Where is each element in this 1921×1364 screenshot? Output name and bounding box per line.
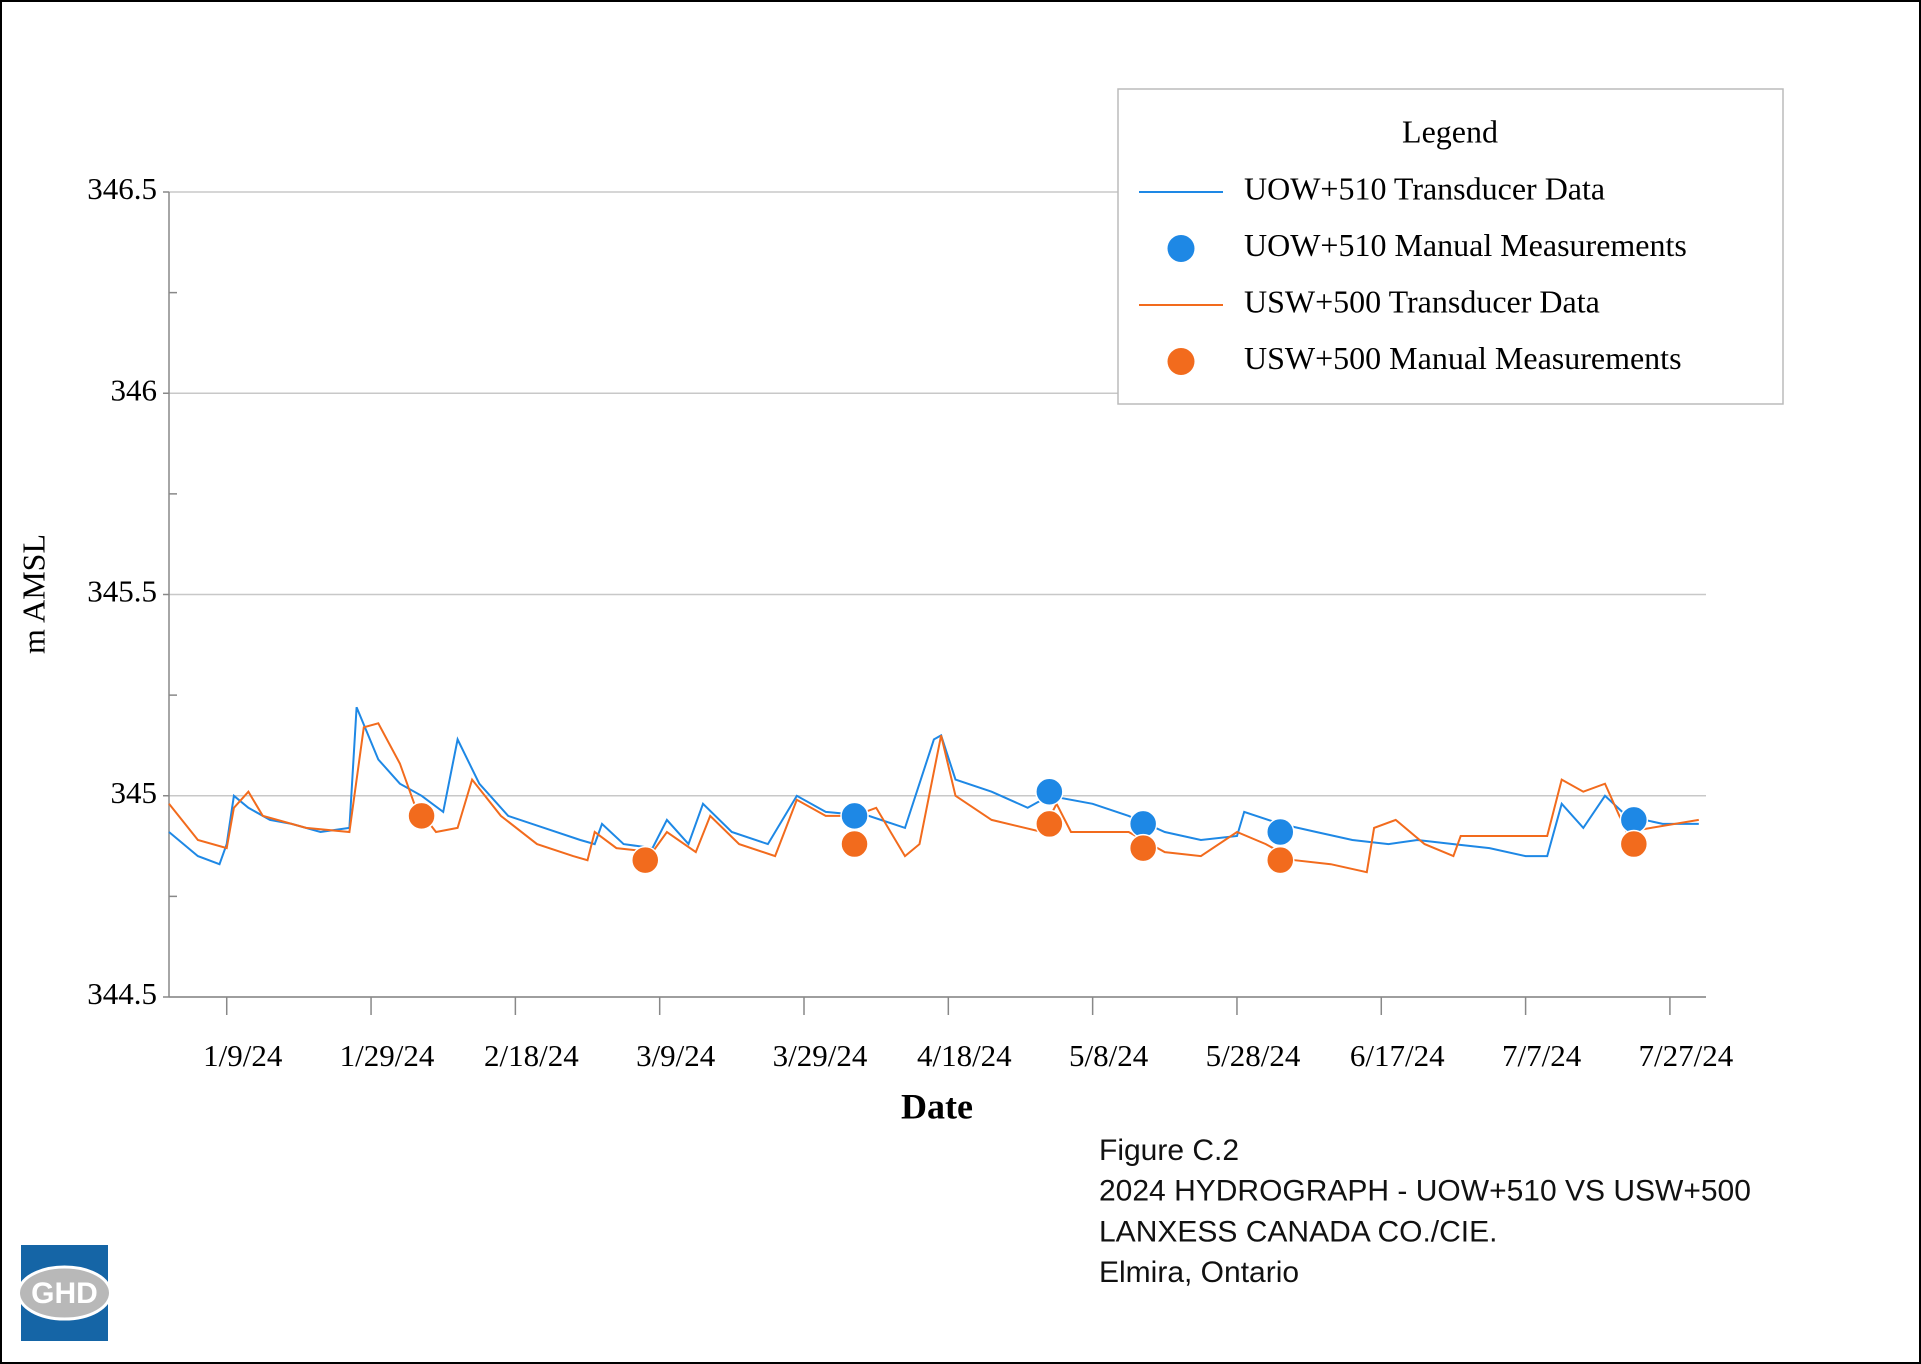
x-tick-label: 3/29/24 (773, 1038, 868, 1073)
caption-line: LANXESS CANADA CO./CIE. (1099, 1215, 1497, 1248)
data-point (631, 845, 660, 875)
x-tick-label: 1/29/24 (340, 1038, 435, 1073)
data-point (1619, 829, 1649, 859)
caption-line: 2024 HYDROGRAPH - UOW+510 VS USW+500 (1099, 1175, 1751, 1208)
legend-label: UOW+510 Transducer Data (1244, 170, 1605, 206)
x-tick-label: 1/9/24 (203, 1038, 283, 1073)
data-point (407, 801, 436, 831)
data-point (840, 829, 869, 859)
legend-title: Legend (1402, 113, 1498, 149)
legend-label: UOW+510 Manual Measurements (1244, 227, 1687, 263)
y-tick-label: 344.5 (87, 976, 157, 1011)
logo-oval (17, 1265, 112, 1321)
legend-label: USW+500 Manual Measurements (1244, 340, 1682, 376)
y-tick-label: 346.5 (87, 171, 157, 206)
x-tick-label: 6/17/24 (1350, 1038, 1445, 1073)
y-tick-label: 345.5 (87, 574, 157, 609)
legend-label: USW+500 Transducer Data (1244, 283, 1600, 319)
x-tick-label: 7/7/24 (1502, 1038, 1582, 1073)
data-point (1128, 833, 1158, 863)
logo-text: GHD (31, 1277, 98, 1310)
caption: Figure C.2 2024 HYDROGRAPH - UOW+510 VS U… (1099, 1134, 1751, 1289)
y-tick-label: 346 (111, 372, 158, 407)
data-point (1266, 817, 1295, 847)
data-point (1128, 809, 1158, 839)
data-point (1266, 845, 1295, 875)
caption-line: Elmira, Ontario (1099, 1256, 1299, 1289)
x-tick-label: 4/18/24 (917, 1038, 1012, 1073)
legend-box (1117, 88, 1784, 405)
x-tick-label: 7/27/24 (1639, 1038, 1734, 1073)
legend-marker (1167, 348, 1195, 375)
y-axis-title: m AMSL (15, 534, 51, 654)
data-point (1619, 805, 1649, 835)
data-point (1035, 777, 1064, 806)
x-tick-label: 3/9/24 (636, 1038, 716, 1073)
x-tick-label: 2/18/24 (484, 1038, 579, 1073)
x-tick-label: 5/8/24 (1069, 1038, 1149, 1073)
series-line (168, 722, 1699, 874)
legend-marker (1167, 235, 1195, 262)
plot-area: 344.5 345 345.5 346 346.5 1/9/24 1/29/24 2/18/2… (87, 171, 1734, 1073)
legend: UOW+510 Transducer Data UOW+510 Manual Me… (1139, 170, 1687, 376)
y-tick-label: 345 (111, 775, 158, 810)
data-point (1035, 809, 1064, 839)
series-line (168, 706, 1699, 866)
x-tick-label: 5/28/24 (1206, 1038, 1301, 1073)
caption-line: Figure C.2 (1099, 1134, 1239, 1167)
x-axis-title: Date (901, 1086, 973, 1126)
data-point (840, 801, 869, 831)
